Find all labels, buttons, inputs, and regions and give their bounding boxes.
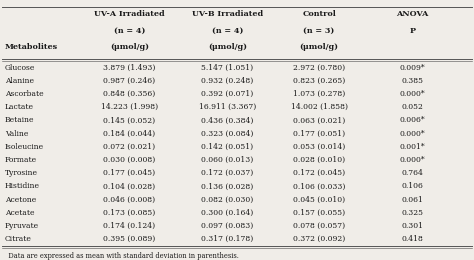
Text: P: P [410, 27, 415, 35]
Text: 0.142 (0.051): 0.142 (0.051) [201, 143, 254, 151]
Text: 0.028 (0.010): 0.028 (0.010) [293, 156, 345, 164]
Text: 0.372 (0.092): 0.372 (0.092) [293, 235, 345, 243]
Text: 0.006*: 0.006* [400, 116, 425, 125]
Text: 14.002 (1.858): 14.002 (1.858) [291, 103, 347, 111]
Text: Acetate: Acetate [5, 209, 34, 217]
Text: 0.301: 0.301 [401, 222, 423, 230]
Text: (n = 4): (n = 4) [212, 27, 243, 35]
Text: 0.082 (0.030): 0.082 (0.030) [201, 196, 254, 204]
Text: 0.987 (0.246): 0.987 (0.246) [103, 77, 155, 85]
Text: 0.385: 0.385 [401, 77, 423, 85]
Text: 0.932 (0.248): 0.932 (0.248) [201, 77, 254, 85]
Text: 0.317 (0.178): 0.317 (0.178) [201, 235, 254, 243]
Text: 0.106 (0.033): 0.106 (0.033) [293, 182, 345, 190]
Text: 0.823 (0.265): 0.823 (0.265) [293, 77, 345, 85]
Text: Alanine: Alanine [5, 77, 34, 85]
Text: 0.106: 0.106 [401, 182, 423, 190]
Text: 0.000*: 0.000* [400, 156, 425, 164]
Text: 0.078 (0.057): 0.078 (0.057) [293, 222, 345, 230]
Text: 5.147 (1.051): 5.147 (1.051) [201, 64, 254, 72]
Text: 0.145 (0.052): 0.145 (0.052) [103, 116, 155, 125]
Text: 0.764: 0.764 [401, 169, 423, 177]
Text: 0.009*: 0.009* [400, 64, 425, 72]
Text: 0.045 (0.010): 0.045 (0.010) [293, 196, 345, 204]
Text: Ascorbate: Ascorbate [5, 90, 43, 98]
Text: 0.136 (0.028): 0.136 (0.028) [201, 182, 254, 190]
Text: UV-B Irradiated: UV-B Irradiated [192, 10, 263, 18]
Text: Valine: Valine [5, 130, 28, 138]
Text: Lactate: Lactate [5, 103, 34, 111]
Text: (μmol/g): (μmol/g) [208, 43, 247, 51]
Text: 0.063 (0.021): 0.063 (0.021) [293, 116, 345, 125]
Text: 0.436 (0.384): 0.436 (0.384) [201, 116, 254, 125]
Text: (μmol/g): (μmol/g) [300, 43, 338, 51]
Text: 14.223 (1.998): 14.223 (1.998) [101, 103, 158, 111]
Text: Acetone: Acetone [5, 196, 36, 204]
Text: 0.072 (0.021): 0.072 (0.021) [103, 143, 155, 151]
Text: 0.392 (0.071): 0.392 (0.071) [201, 90, 254, 98]
Text: 0.848 (0.356): 0.848 (0.356) [103, 90, 155, 98]
Text: 0.325: 0.325 [401, 209, 423, 217]
Text: 0.060 (0.013): 0.060 (0.013) [201, 156, 254, 164]
Text: Metabolites: Metabolites [5, 43, 58, 51]
Text: (μmol/g): (μmol/g) [110, 43, 149, 51]
Text: Tyrosine: Tyrosine [5, 169, 38, 177]
Text: Betaine: Betaine [5, 116, 34, 125]
Text: 0.173 (0.085): 0.173 (0.085) [103, 209, 155, 217]
Text: Histidine: Histidine [5, 182, 40, 190]
Text: 0.001*: 0.001* [400, 143, 425, 151]
Text: 16.911 (3.367): 16.911 (3.367) [199, 103, 256, 111]
Text: 0.053 (0.014): 0.053 (0.014) [293, 143, 345, 151]
Text: Formate: Formate [5, 156, 37, 164]
Text: 0.000*: 0.000* [400, 90, 425, 98]
Text: 0.174 (0.124): 0.174 (0.124) [103, 222, 155, 230]
Text: 1.073 (0.278): 1.073 (0.278) [293, 90, 345, 98]
Text: 0.177 (0.051): 0.177 (0.051) [293, 130, 345, 138]
Text: (n = 4): (n = 4) [114, 27, 145, 35]
Text: 0.030 (0.008): 0.030 (0.008) [103, 156, 155, 164]
Text: 0.300 (0.164): 0.300 (0.164) [201, 209, 254, 217]
Text: 0.061: 0.061 [401, 196, 423, 204]
Text: 0.046 (0.008): 0.046 (0.008) [103, 196, 155, 204]
Text: 0.177 (0.045): 0.177 (0.045) [103, 169, 155, 177]
Text: Citrate: Citrate [5, 235, 32, 243]
Text: 2.972 (0.780): 2.972 (0.780) [293, 64, 345, 72]
Text: 0.418: 0.418 [401, 235, 423, 243]
Text: 0.052: 0.052 [401, 103, 423, 111]
Text: 0.172 (0.045): 0.172 (0.045) [293, 169, 345, 177]
Text: 0.157 (0.055): 0.157 (0.055) [293, 209, 345, 217]
Text: (n = 3): (n = 3) [303, 27, 335, 35]
Text: 0.184 (0.044): 0.184 (0.044) [103, 130, 155, 138]
Text: Data are expressed as mean with standard deviation in parenthesis.: Data are expressed as mean with standard… [2, 252, 239, 260]
Text: 0.000*: 0.000* [400, 130, 425, 138]
Text: Pyruvate: Pyruvate [5, 222, 39, 230]
Text: Isoleucine: Isoleucine [5, 143, 44, 151]
Text: 0.395 (0.089): 0.395 (0.089) [103, 235, 155, 243]
Text: 0.172 (0.037): 0.172 (0.037) [201, 169, 254, 177]
Text: 3.879 (1.493): 3.879 (1.493) [103, 64, 155, 72]
Text: 0.323 (0.084): 0.323 (0.084) [201, 130, 254, 138]
Text: ANOVA: ANOVA [396, 10, 428, 18]
Text: Glucose: Glucose [5, 64, 35, 72]
Text: UV-A Irradiated: UV-A Irradiated [94, 10, 164, 18]
Text: 0.097 (0.083): 0.097 (0.083) [201, 222, 254, 230]
Text: 0.104 (0.028): 0.104 (0.028) [103, 182, 155, 190]
Text: Control: Control [302, 10, 336, 18]
